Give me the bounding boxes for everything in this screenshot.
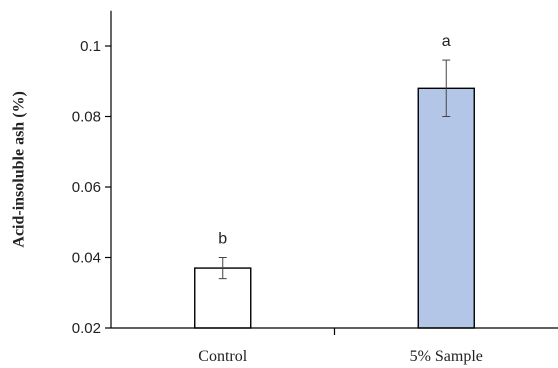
y-tick-label: 0.06 — [72, 179, 101, 196]
error-bars — [218, 59, 451, 280]
bar — [417, 87, 475, 329]
y-tick-label: 0.08 — [72, 109, 101, 126]
significance-label: a — [442, 33, 451, 50]
significance-label: b — [218, 231, 227, 248]
bars — [194, 87, 475, 329]
category-label: Control — [198, 348, 247, 365]
category-label: 5% Sample — [410, 348, 483, 365]
significance-labels: ba — [218, 33, 451, 247]
y-tick-label: 0.02 — [72, 320, 101, 337]
y-tick-label: 0.04 — [72, 250, 101, 267]
y-axis-title: Acid-insoluble ash (%) — [11, 91, 28, 247]
y-axis-ticks: 0.02 0.04 0.06 0.08 0.1 — [72, 38, 111, 337]
y-tick-label: 0.1 — [80, 38, 101, 55]
category-labels: Control 5% Sample — [198, 348, 483, 365]
